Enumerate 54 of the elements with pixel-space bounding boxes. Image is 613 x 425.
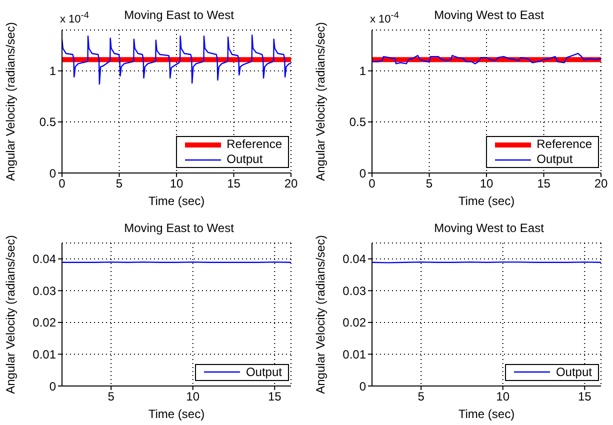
- x-tick-label: 5: [426, 176, 433, 191]
- x-axis-title: Time (sec): [148, 406, 205, 420]
- y-tick-label: 0: [49, 378, 56, 393]
- x-tick-label: 10: [186, 389, 200, 404]
- x-tick-label: 10: [496, 389, 510, 404]
- y-tick-label: 0: [359, 166, 366, 180]
- y-tick-label: 0.03: [342, 283, 366, 298]
- x-tick-label: 10: [480, 176, 494, 191]
- legend-label: Output: [246, 364, 282, 380]
- x-axis-title: Time (sec): [458, 406, 515, 420]
- y-tick-label: 0.04: [32, 252, 56, 266]
- x-tick-label: 5: [108, 389, 115, 404]
- x-axis-title: Time (sec): [148, 194, 205, 208]
- text: x 10$^{-4}$: [370, 10, 399, 26]
- x-tick-label: 15: [268, 389, 282, 404]
- chart-title: Moving East to West: [124, 8, 234, 22]
- y-tick-label: 0.04: [342, 252, 366, 266]
- x-tick-label: 15: [578, 389, 592, 404]
- x-tick-label: 5: [418, 389, 425, 404]
- x-axis-title: Time (sec): [458, 194, 515, 208]
- y-tick-label: 0.01: [32, 346, 56, 361]
- legend-label: Output: [536, 152, 573, 167]
- chart-title: Moving East to West: [123, 220, 235, 234]
- y-tick-label: 0.5: [39, 115, 56, 130]
- y-tick-label: 0: [359, 378, 366, 393]
- y-axis-title: Angular Velocity (radians/sec): [313, 22, 328, 181]
- y-tick-label: 0.02: [342, 315, 366, 330]
- y-tick-label: 0: [49, 166, 56, 180]
- x-tick-label: 15: [227, 176, 241, 191]
- x-tick-label: 0: [368, 176, 376, 191]
- y-tick-label: 0.02: [32, 315, 56, 330]
- x-tick-label: 5: [116, 176, 123, 191]
- y-tick-label: 0.01: [342, 346, 366, 361]
- line-series: [372, 52, 601, 64]
- legend-label: Reference: [226, 137, 282, 152]
- y-axis-title: Angular Velocity (radians/sec): [3, 22, 18, 181]
- y-tick-label: 1: [49, 64, 56, 78]
- y-axis-title: Angular Velocity (radians/sec): [313, 234, 328, 394]
- y-tick-label: 0.5: [349, 115, 366, 130]
- legend-label: Output: [556, 364, 592, 380]
- y-axis-title: Angular Velocity (radians/sec): [3, 234, 18, 394]
- legend-label: Output: [226, 152, 263, 167]
- y-tick-label: 1: [359, 64, 366, 78]
- x-tick-label: 15: [537, 176, 551, 191]
- y-tick-label: 0.03: [32, 283, 56, 298]
- chart-title: Moving West to East: [433, 220, 545, 234]
- line-series: [62, 34, 291, 85]
- legend-label: Reference: [536, 137, 592, 152]
- chart-title: Moving West to East: [434, 8, 544, 22]
- x-tick-label: 10: [170, 176, 184, 191]
- x-tick-label: 20: [284, 176, 298, 191]
- x-tick-label: 0: [58, 176, 66, 191]
- text: x 10$^{-4}$: [60, 10, 89, 26]
- x-tick-label: 20: [594, 176, 608, 191]
